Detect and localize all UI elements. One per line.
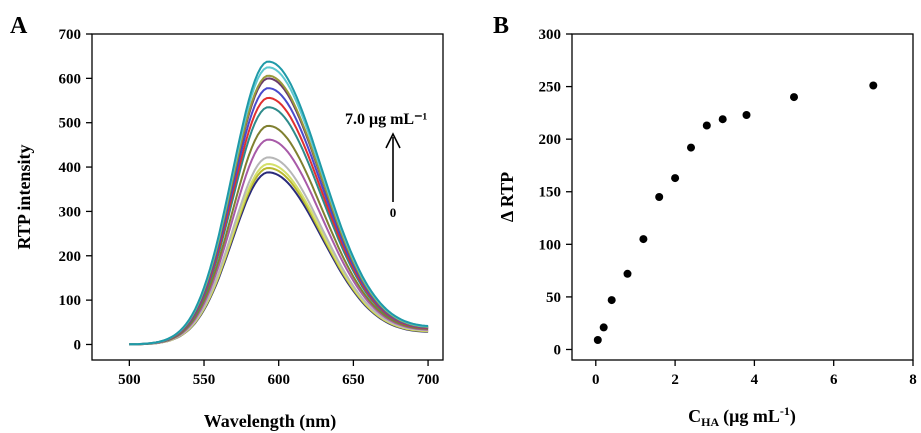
panel-b-x-ticks: 0 2 4 6 8 <box>592 360 917 388</box>
panel-a-label: A <box>10 13 28 39</box>
concentration-zero-label: 0 <box>390 205 397 220</box>
x-label-subscript: HA <box>701 415 719 429</box>
panel-b: B 0 50 100 150 200 250 300 0 2 4 6 8 Δ RTP CHA (μg … <box>493 13 917 429</box>
a-y-tick-label: 300 <box>59 204 82 220</box>
b-y-tick-label: 0 <box>554 342 562 358</box>
spectrum-line-13 <box>129 60 429 346</box>
b-x-tick-label: 4 <box>751 372 759 388</box>
scatter-point <box>593 336 602 344</box>
panel-a-y-ticks: 0 100 200 300 400 500 600 700 <box>59 27 92 353</box>
scatter-point <box>655 193 664 201</box>
panel-b-points <box>593 81 878 344</box>
scatter-point <box>623 269 632 278</box>
panel-a: A 0 100 200 300 400 500 600 700 500 550 600 650 700… <box>10 13 444 432</box>
a-y-tick-label: 600 <box>59 71 82 87</box>
panel-b-label: B <box>493 13 509 39</box>
scatter-point <box>869 81 878 90</box>
b-y-tick-label: 100 <box>539 237 562 253</box>
scatter-point <box>599 323 608 332</box>
b-x-tick-label: 8 <box>909 372 917 388</box>
a-x-tick-label: 500 <box>118 372 141 388</box>
b-x-tick-label: 0 <box>592 372 600 388</box>
x-label-close: ) <box>790 406 796 427</box>
a-y-tick-label: 700 <box>59 27 82 43</box>
panel-a-x-axis-label: Wavelength (nm) <box>204 411 337 432</box>
concentration-max-label: 7.0 μg mL⁻¹ <box>345 111 428 128</box>
scatter-point <box>639 235 648 244</box>
a-x-tick-label: 700 <box>417 372 440 388</box>
scatter-point <box>742 111 751 119</box>
panel-b-x-axis-label: CHA (μg mL-1) <box>688 404 796 429</box>
scatter-point <box>790 93 798 102</box>
panel-a-spectra <box>129 60 429 346</box>
scatter-point <box>687 143 695 152</box>
a-y-tick-label: 0 <box>74 337 82 353</box>
a-x-tick-label: 650 <box>342 372 365 388</box>
increase-arrow-head <box>385 132 401 149</box>
b-y-tick-label: 150 <box>539 185 562 201</box>
a-y-tick-label: 500 <box>59 116 82 132</box>
panel-a-plot-frame <box>91 33 444 361</box>
x-label-symbol: C <box>688 406 701 426</box>
scatter-point <box>718 115 727 124</box>
a-y-tick-label: 400 <box>59 160 82 176</box>
spectrum-line-12 <box>129 66 429 346</box>
panel-a-y-axis-label: RTP intensity <box>14 145 34 250</box>
a-y-tick-label: 100 <box>59 293 82 309</box>
b-y-tick-label: 200 <box>539 132 562 148</box>
a-x-tick-label: 550 <box>193 372 216 388</box>
b-x-tick-label: 6 <box>830 372 838 388</box>
scatter-point <box>607 296 616 305</box>
panel-b-plot-frame <box>571 33 914 361</box>
scatter-point <box>671 174 680 183</box>
scatter-point <box>702 121 711 130</box>
a-x-tick-label: 600 <box>267 372 290 388</box>
panel-a-x-ticks: 500 550 600 650 700 <box>118 360 439 388</box>
panel-b-y-ticks: 0 50 100 150 200 250 300 <box>539 27 572 358</box>
b-x-tick-label: 2 <box>671 372 679 388</box>
panel-b-y-axis-label: Δ RTP <box>497 172 517 222</box>
b-y-tick-label: 50 <box>546 290 561 306</box>
x-label-unit: (μg mL <box>723 406 780 427</box>
b-y-tick-label: 250 <box>539 80 562 96</box>
x-label-superscript: -1 <box>780 404 790 418</box>
a-y-tick-label: 200 <box>59 249 82 265</box>
b-y-tick-label: 300 <box>539 27 562 43</box>
